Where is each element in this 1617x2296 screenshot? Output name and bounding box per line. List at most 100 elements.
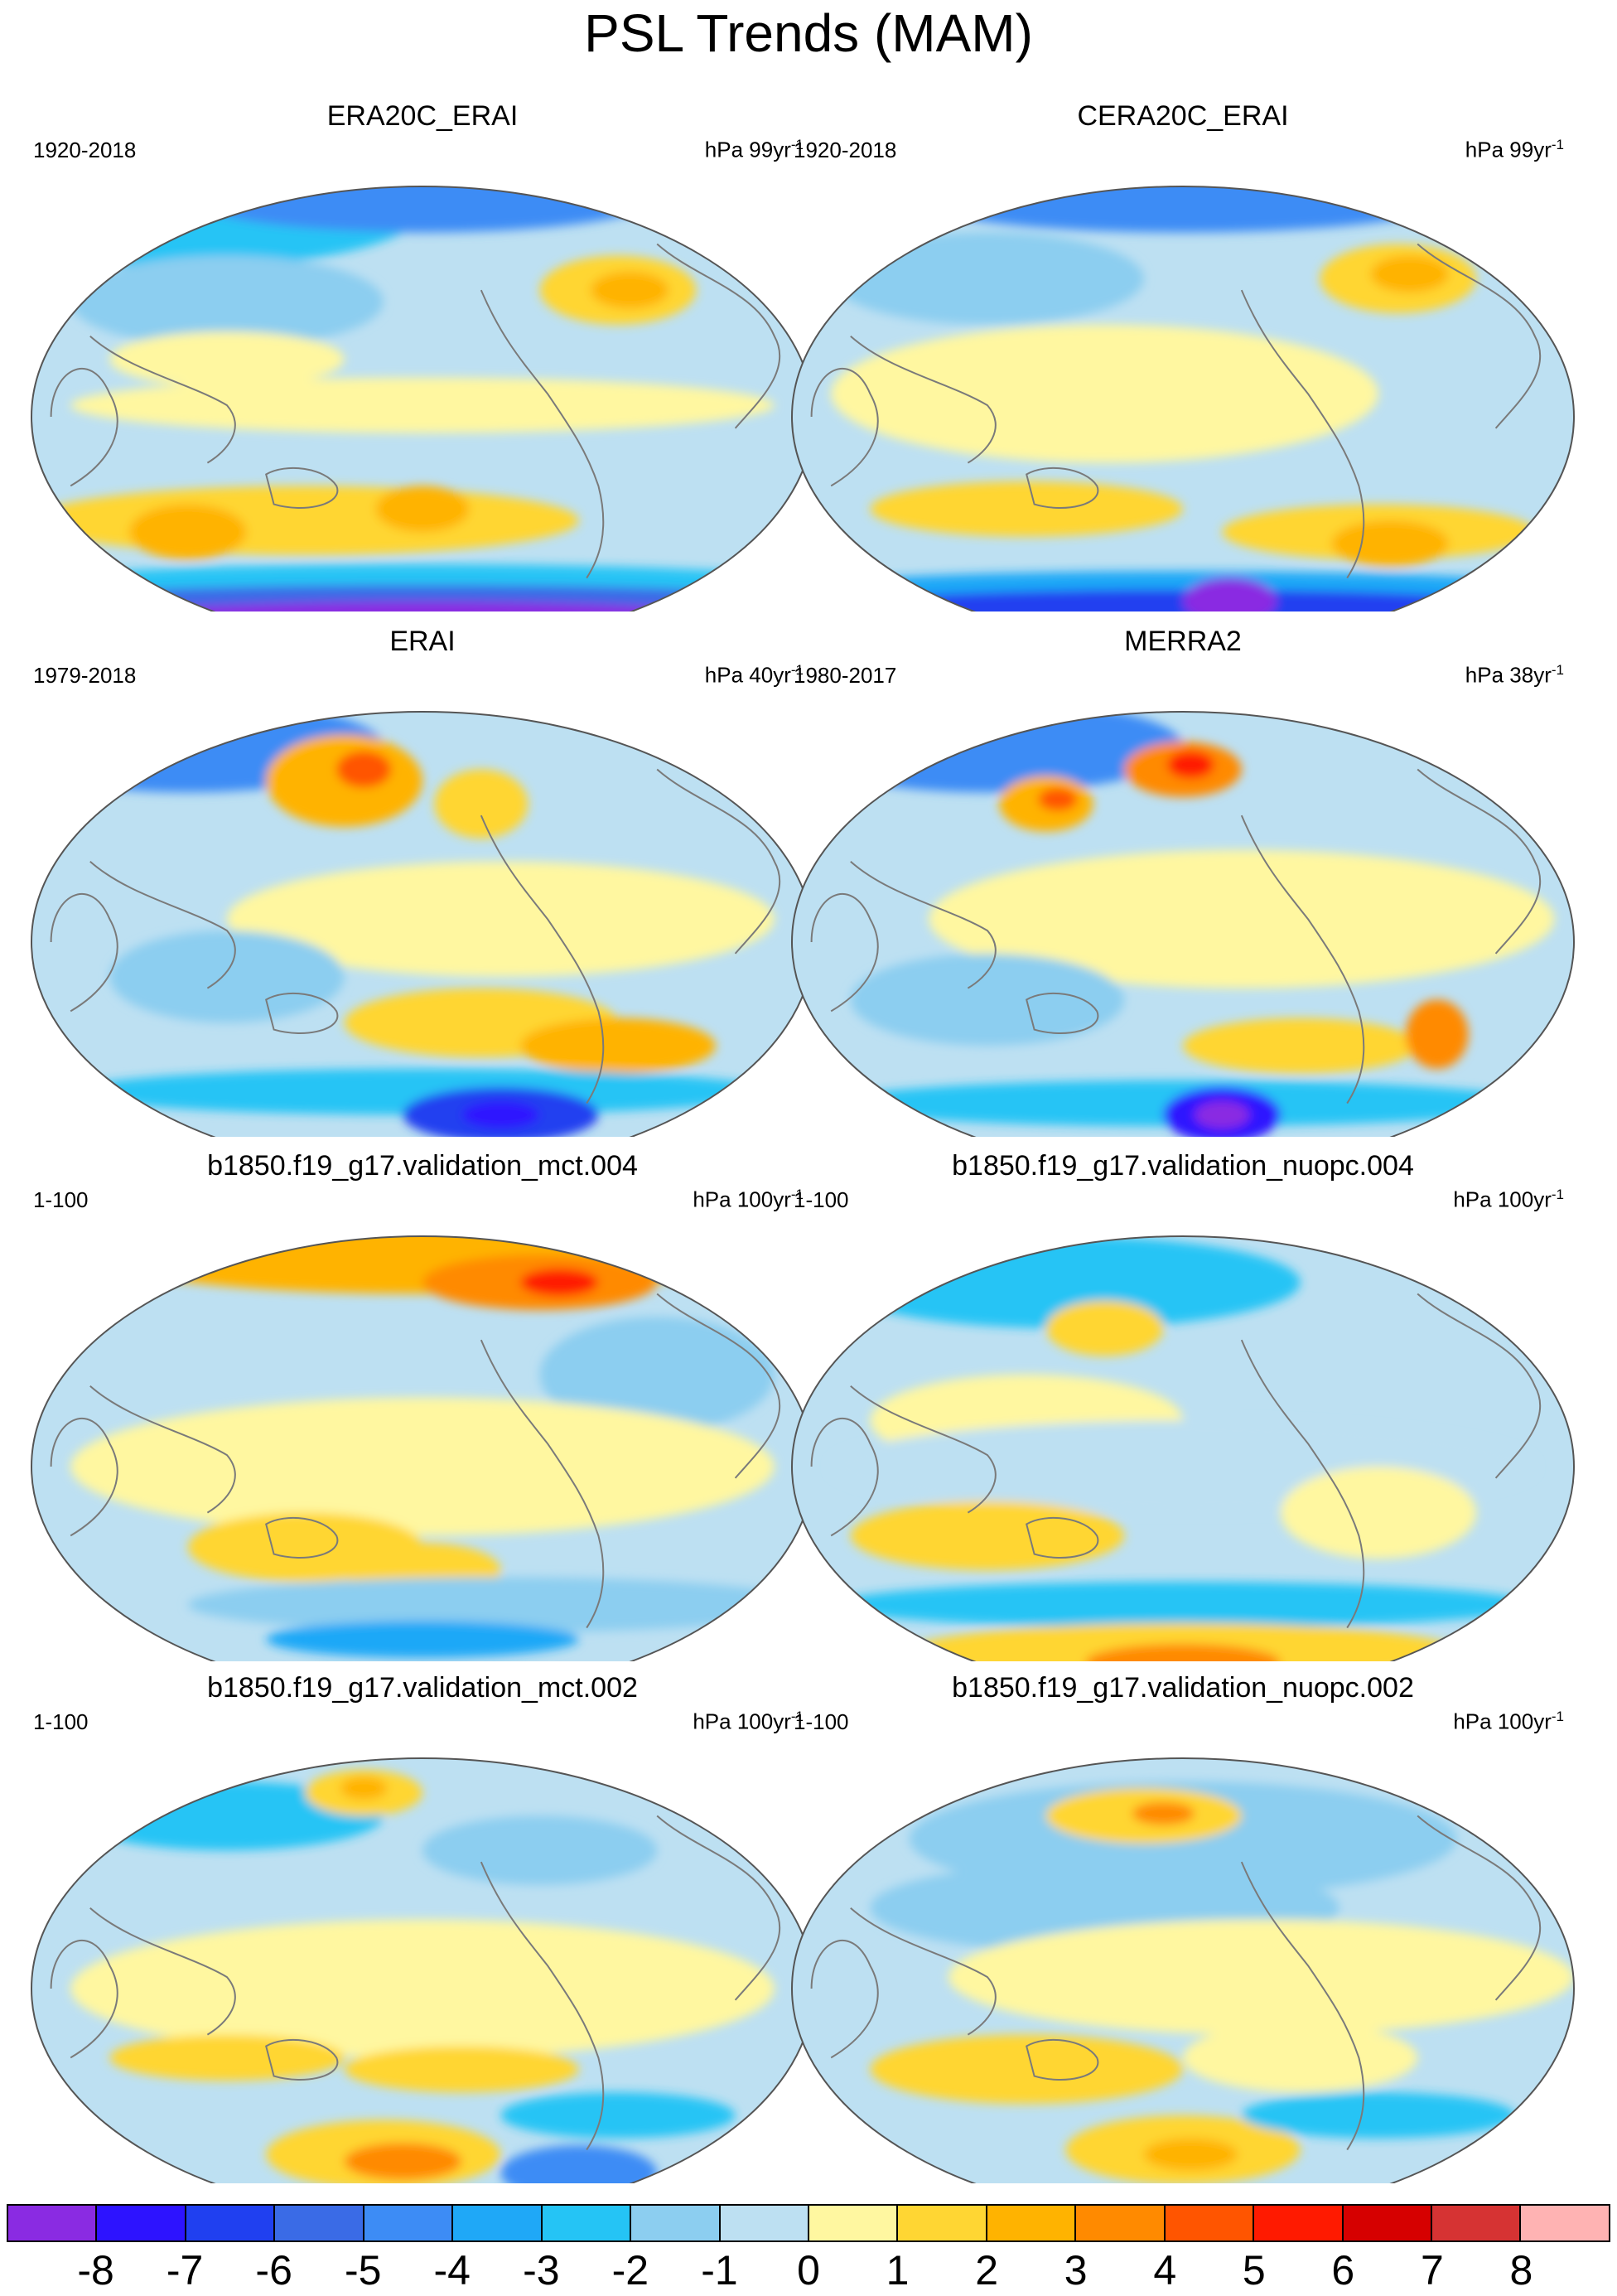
coastline [656, 768, 781, 955]
units-text: hPa 100yr [1453, 1709, 1552, 1734]
coastline [89, 1907, 236, 2036]
panel-period: 1-100 [33, 1709, 89, 1734]
figure-title: PSL Trends (MAM) [584, 3, 1033, 63]
colorbar-swatch [1521, 2206, 1609, 2240]
map-frame [791, 186, 1575, 611]
panel-title: ERA20C_ERAI [326, 100, 519, 132]
panel-title: ERAI [389, 626, 456, 657]
colorbar-swatch [186, 2206, 276, 2240]
colorbar-swatch [1076, 2206, 1166, 2240]
panel-units: hPa 40yr-1 [705, 656, 804, 689]
trend-contour-region [870, 2034, 1183, 2104]
colorbar: -8 -7 -6 -5 -4 -3 -2 -1 0 1 2 3 4 5 6 7 8 [0, 2204, 1617, 2296]
colorbar-swatch [898, 2206, 987, 2240]
projection-map [791, 1757, 1575, 2183]
trend-contour-region [187, 186, 658, 233]
colorbar-swatches [7, 2204, 1610, 2242]
coastline [50, 893, 118, 1013]
map-frame [791, 711, 1575, 1137]
trend-contour-region [1085, 1644, 1281, 1661]
coastline [850, 1907, 997, 2036]
coastline [89, 335, 236, 464]
panel-period: 1980-2017 [794, 663, 897, 688]
projection-map [791, 186, 1575, 611]
colorbar-swatch [542, 2206, 632, 2240]
colorbar-tick-label: -1 [701, 2247, 738, 2294]
trend-contour-region [948, 1919, 1574, 2035]
trend-contour-region [344, 2143, 462, 2180]
coastline [810, 893, 879, 1013]
colorbar-swatch [1343, 2206, 1432, 2240]
coastline [1026, 992, 1099, 1034]
trend-contour-region [792, 589, 1574, 611]
panel-units: hPa 100yr-1 [693, 1181, 804, 1214]
panel-title: CERA20C_ERAI [1077, 100, 1289, 132]
trend-contour-region [434, 769, 529, 839]
colorbar-tick-label: -5 [344, 2247, 382, 2294]
map-panel: b1850.f19_g17.validation_mct.004 1-100 hPa… [25, 1148, 820, 1661]
coastline [89, 860, 236, 989]
panel-period: 1979-2018 [33, 663, 137, 688]
colorbar-tick-label: 8 [1509, 2247, 1533, 2294]
coastline [1240, 814, 1365, 1104]
panel-units: hPa 100yr-1 [693, 1703, 804, 1736]
projection-map [791, 711, 1575, 1137]
coastline [810, 368, 879, 487]
trend-contour-region [1195, 1100, 1250, 1129]
units-exponent: -1 [1551, 662, 1564, 678]
coastline [810, 1418, 879, 1537]
coastline [50, 1418, 118, 1537]
map-panel: b1850.f19_g17.validation_nuopc.004 1-100 h… [785, 1148, 1581, 1661]
colorbar-swatch [1254, 2206, 1344, 2240]
trend-contour-region [1038, 787, 1078, 811]
trend-contour-region [129, 504, 247, 560]
coastline [50, 368, 118, 487]
colorbar-swatch [1165, 2206, 1255, 2240]
colorbar-tick-label: 1 [886, 2247, 910, 2294]
colorbar-tick-label: -6 [255, 2247, 292, 2294]
trend-contour-region [1132, 1801, 1195, 1825]
trend-contour-region [422, 1815, 658, 1885]
trend-contour-region [520, 1268, 599, 1297]
trend-contour-region [850, 1501, 1125, 1571]
panel-title: b1850.f19_g17.validation_nuopc.004 [952, 1150, 1414, 1182]
panel-units: hPa 100yr-1 [1453, 1703, 1564, 1736]
coastline [265, 992, 339, 1034]
trend-contour-region [1241, 2092, 1516, 2139]
trend-contour-region [1143, 2138, 1238, 2171]
panel-period: 1-100 [33, 1187, 89, 1212]
trend-contour-region [70, 377, 775, 433]
trend-contour-region [70, 1919, 775, 2058]
coastline [1417, 243, 1542, 429]
trend-contour-region [1183, 578, 1277, 611]
colorbar-swatch [808, 2206, 899, 2240]
coastline [1240, 289, 1365, 579]
trend-contour-region [1167, 751, 1214, 779]
map-panel: b1850.f19_g17.validation_nuopc.002 1-100 h… [785, 1670, 1581, 2183]
coastline [1026, 1516, 1099, 1559]
trend-contour-region [70, 255, 384, 348]
panel-title: b1850.f19_g17.validation_mct.002 [207, 1672, 638, 1704]
colorbar-swatch [453, 2206, 543, 2240]
trend-contour-region [109, 2034, 345, 2081]
trend-contour-region [1183, 1017, 1418, 1074]
coastline [1417, 1815, 1542, 2001]
units-exponent: -1 [1551, 1187, 1564, 1202]
map-panel: CERA20C_ERAI 1920-2018 hPa 99yr-1 [785, 98, 1581, 611]
colorbar-swatch [8, 2206, 98, 2240]
coastline [656, 1293, 781, 1479]
colorbar-swatch [987, 2206, 1077, 2240]
colorbar-tick-label: -3 [523, 2247, 560, 2294]
trend-contour-region [1406, 999, 1469, 1069]
units-exponent: -1 [790, 137, 804, 152]
trend-contour-region [340, 1776, 388, 1801]
panel-units: hPa 100yr-1 [1453, 1181, 1564, 1214]
trend-contour-region [109, 331, 345, 387]
map-frame [791, 1235, 1575, 1661]
coastline [480, 1339, 605, 1629]
trend-contour-region [31, 601, 813, 611]
map-frame [791, 1757, 1575, 2183]
projection-map [31, 711, 814, 1137]
units-text: hPa 38yr [1465, 662, 1552, 688]
coastline [810, 1940, 879, 2059]
